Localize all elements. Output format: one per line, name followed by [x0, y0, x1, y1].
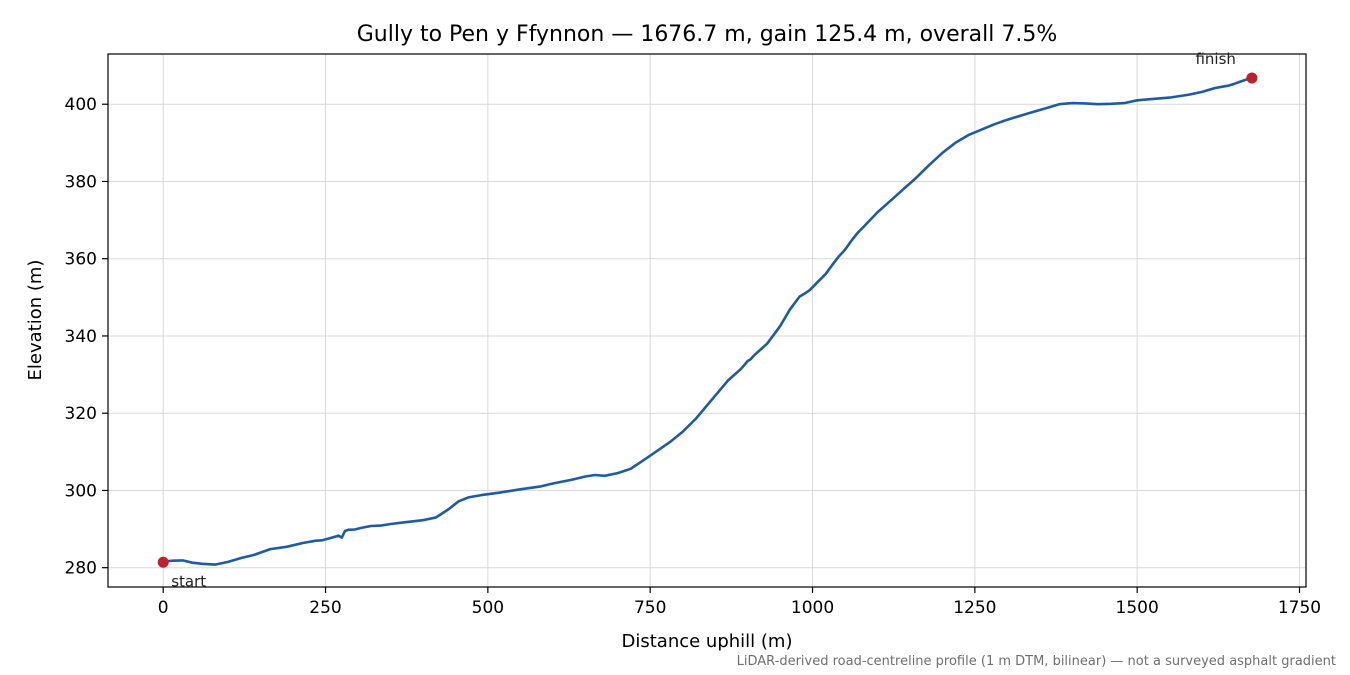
x-tick-label: 1750 — [1278, 598, 1321, 618]
y-axis-label: Elevation (m) — [25, 260, 46, 381]
y-tick-label: 360 — [65, 250, 97, 270]
y-tick-label: 380 — [65, 172, 97, 192]
plot-frame — [107, 53, 1307, 588]
start-label: start — [171, 572, 206, 590]
x-tick-label: 750 — [634, 598, 666, 618]
plot-area — [161, 76, 1254, 566]
start-marker — [157, 556, 169, 568]
finish-label: finish — [1195, 50, 1235, 68]
x-tick-label: 1500 — [1116, 598, 1159, 618]
finish-marker — [1246, 72, 1258, 84]
x-tick-label: 250 — [309, 598, 341, 618]
y-tick-label: 340 — [65, 327, 97, 347]
y-tick-label: 400 — [65, 95, 97, 115]
annotations: start finish — [157, 50, 1258, 590]
axis-ticks: 0 250 500 750 1000 1250 1500 1750 280 300 320 340 36… — [65, 95, 1322, 618]
y-tick-label: 280 — [65, 559, 97, 579]
footnote: LiDAR-derived road-centreline profile (1… — [737, 654, 1336, 669]
grid — [108, 54, 1306, 587]
x-tick-label: 1000 — [791, 598, 834, 618]
chart-title: Gully to Pen y Ffynnon — 1676.7 m, gain … — [357, 22, 1058, 47]
x-tick-label: 1250 — [953, 598, 996, 618]
y-tick-label: 320 — [65, 404, 97, 424]
x-tick-label: 0 — [158, 598, 169, 618]
elevation-line — [161, 76, 1254, 566]
x-tick-label: 500 — [472, 598, 504, 618]
x-axis-label: Distance uphill (m) — [622, 631, 793, 652]
y-tick-label: 300 — [65, 481, 97, 501]
